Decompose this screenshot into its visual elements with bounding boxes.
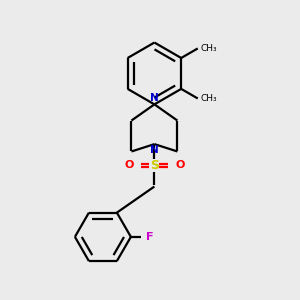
Text: N: N (150, 93, 159, 103)
Text: O: O (124, 160, 134, 170)
Text: CH₃: CH₃ (200, 94, 217, 103)
Text: CH₃: CH₃ (200, 44, 217, 53)
Text: N: N (150, 145, 159, 155)
Text: O: O (175, 160, 184, 170)
Text: F: F (146, 232, 153, 242)
Text: S: S (150, 159, 159, 172)
